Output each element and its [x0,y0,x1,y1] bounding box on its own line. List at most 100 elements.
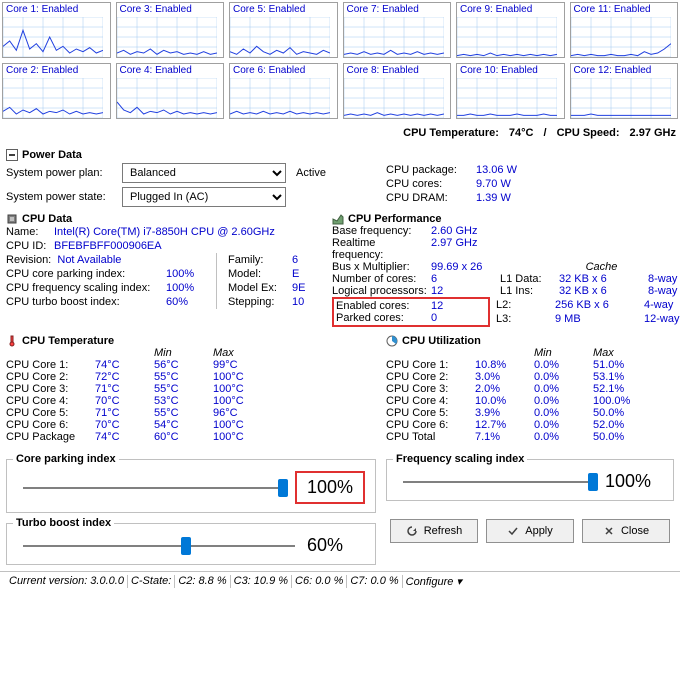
turbo-boost-slider[interactable] [23,545,295,547]
power-state-select[interactable]: Plugged In (AC) [122,187,286,207]
close-icon [603,525,615,537]
freq-scaling-slider[interactable] [403,481,593,483]
cpu-temp-label: CPU Temperature: [403,127,499,139]
core-cell-12[interactable]: Core 12: Enabled [570,63,679,119]
cpu-summary-bar: CPU Temperature: 74°C / CPU Speed: 2.97 … [0,121,680,145]
base-freq-label: Base frequency: [332,225,427,237]
temp-row-value: 100°C [213,395,273,407]
temp-row-name: CPU Core 6: [6,419,91,431]
util-row-name: CPU Total [386,431,471,443]
cpu-stepping-label: Stepping: [228,296,292,308]
num-cores-value: 6 [431,273,496,285]
power-plan-label: System power plan: [6,167,122,179]
freq-scaling-slider-label: Frequency scaling index [393,453,527,465]
status-cstate-label: C-State: [128,575,175,588]
cpu-cores-power-label: CPU cores: [386,178,476,190]
core-cell-4[interactable]: Core 7: Enabled [343,2,452,58]
core-cell-8[interactable]: Core 4: Enabled [116,63,225,119]
util-row-value: 3.0% [475,371,530,383]
enabled-cores-label: Enabled cores: [336,300,431,312]
core-cell-6[interactable]: Core 11: Enabled [570,2,679,58]
temp-row-value: 100°C [213,371,273,383]
util-row-name: CPU Core 6: [386,419,471,431]
cache-heading: Cache [559,261,644,273]
cpu-modelex-value: 9E [292,282,322,294]
temp-row-value: 55°C [154,383,209,395]
slider-thumb[interactable] [278,479,288,497]
temp-row-name: CPU Core 5: [6,407,91,419]
core-label: Core 10: Enabled [457,64,564,77]
status-configure[interactable]: Configure ▾ [403,575,465,588]
core-cell-3[interactable]: Core 5: Enabled [229,2,338,58]
temp-row-value: 71°C [95,407,150,419]
temp-row-value: 74°C [95,359,150,371]
temp-row-name: CPU Core 2: [6,371,91,383]
temp-row-value: 100°C [213,419,273,431]
slider-thumb[interactable] [181,537,191,555]
core-graphs-grid: Core 1: Enabled Core 3: Enabled Core 5: En… [0,0,680,121]
util-row-name: CPU Core 3: [386,383,471,395]
base-freq-value: 2.60 GHz [431,225,496,237]
l1i-label: L1 Ins: [500,285,555,297]
status-bar: Current version: 3.0.0.0 C-State: C2: 8.… [0,571,680,591]
cpu-revision-label: Revision: Not Available [6,254,166,266]
core-label: Core 9: Enabled [457,3,564,16]
core-cell-2[interactable]: Core 3: Enabled [116,2,225,58]
l2-label: L2: [496,299,551,313]
logical-proc-label: Logical processors: [332,285,427,297]
temp-row-value: 74°C [95,431,150,443]
cpu-model-value: E [292,268,322,280]
l3-way: 12-way [644,313,680,327]
core-cell-9[interactable]: Core 6: Enabled [229,63,338,119]
util-row-value: 7.1% [475,431,530,443]
core-cell-1[interactable]: Core 1: Enabled [2,2,111,58]
enabled-parked-highlight: Enabled cores:12 Parked cores:0 [332,297,490,327]
slider-thumb[interactable] [588,473,598,491]
core-parking-slider[interactable] [23,487,283,489]
util-row-value: 3.9% [475,407,530,419]
parked-cores-label: Parked cores: [336,312,431,324]
realtime-freq-label: Realtime frequency: [332,237,427,261]
util-row-name: CPU Core 1: [386,359,471,371]
turbo-boost-slider-group: Turbo boost index 60% [6,517,376,565]
status-c7: C7: 0.0 % [347,575,402,588]
util-row-value: 0.0% [534,431,589,443]
temp-row-name: CPU Core 3: [6,383,91,395]
num-cores-label: Number of cores: [332,273,427,285]
util-row-value: 0.0% [534,371,589,383]
l1d-way: 8-way [648,273,680,285]
cpu-package-label: CPU package: [386,164,476,176]
l1i-value: 32 KB x 6 [559,285,644,297]
cpu-performance-heading: CPU Performance [348,213,442,225]
close-button[interactable]: Close [582,519,670,543]
temp-row-value: 53°C [154,395,209,407]
temp-row-name: CPU Core 1: [6,359,91,371]
core-label: Core 7: Enabled [344,3,451,16]
cpu-dram-value: 1.39 W [476,192,511,204]
temp-row-value: 99°C [213,359,273,371]
cpu-chip-icon [6,213,18,225]
core-cell-11[interactable]: Core 10: Enabled [456,63,565,119]
temp-min-header: Min [154,347,209,359]
collapse-icon[interactable] [6,149,18,161]
status-c2: C2: 8.8 % [175,575,230,588]
core-parking-index-label: CPU core parking index: [6,268,166,280]
core-label: Core 2: Enabled [3,64,110,77]
core-cell-5[interactable]: Core 9: Enabled [456,2,565,58]
core-cell-10[interactable]: Core 8: Enabled [343,63,452,119]
temp-row-value: 72°C [95,371,150,383]
temp-row-value: 54°C [154,419,209,431]
util-row-value: 10.0% [475,395,530,407]
power-plan-active: Active [296,167,326,179]
core-cell-7[interactable]: Core 2: Enabled [2,63,111,119]
util-max-header: Max [593,347,653,359]
power-plan-select[interactable]: Balanced [122,163,286,183]
core-label: Core 3: Enabled [117,3,224,16]
refresh-button[interactable]: Refresh [390,519,478,543]
apply-button[interactable]: Apply [486,519,574,543]
l1d-label: L1 Data: [500,273,555,285]
util-row-name: CPU Core 2: [386,371,471,383]
turbo-boost-index-value: 60% [166,296,216,308]
temp-row-value: 100°C [213,431,273,443]
status-c6: C6: 0.0 % [292,575,347,588]
